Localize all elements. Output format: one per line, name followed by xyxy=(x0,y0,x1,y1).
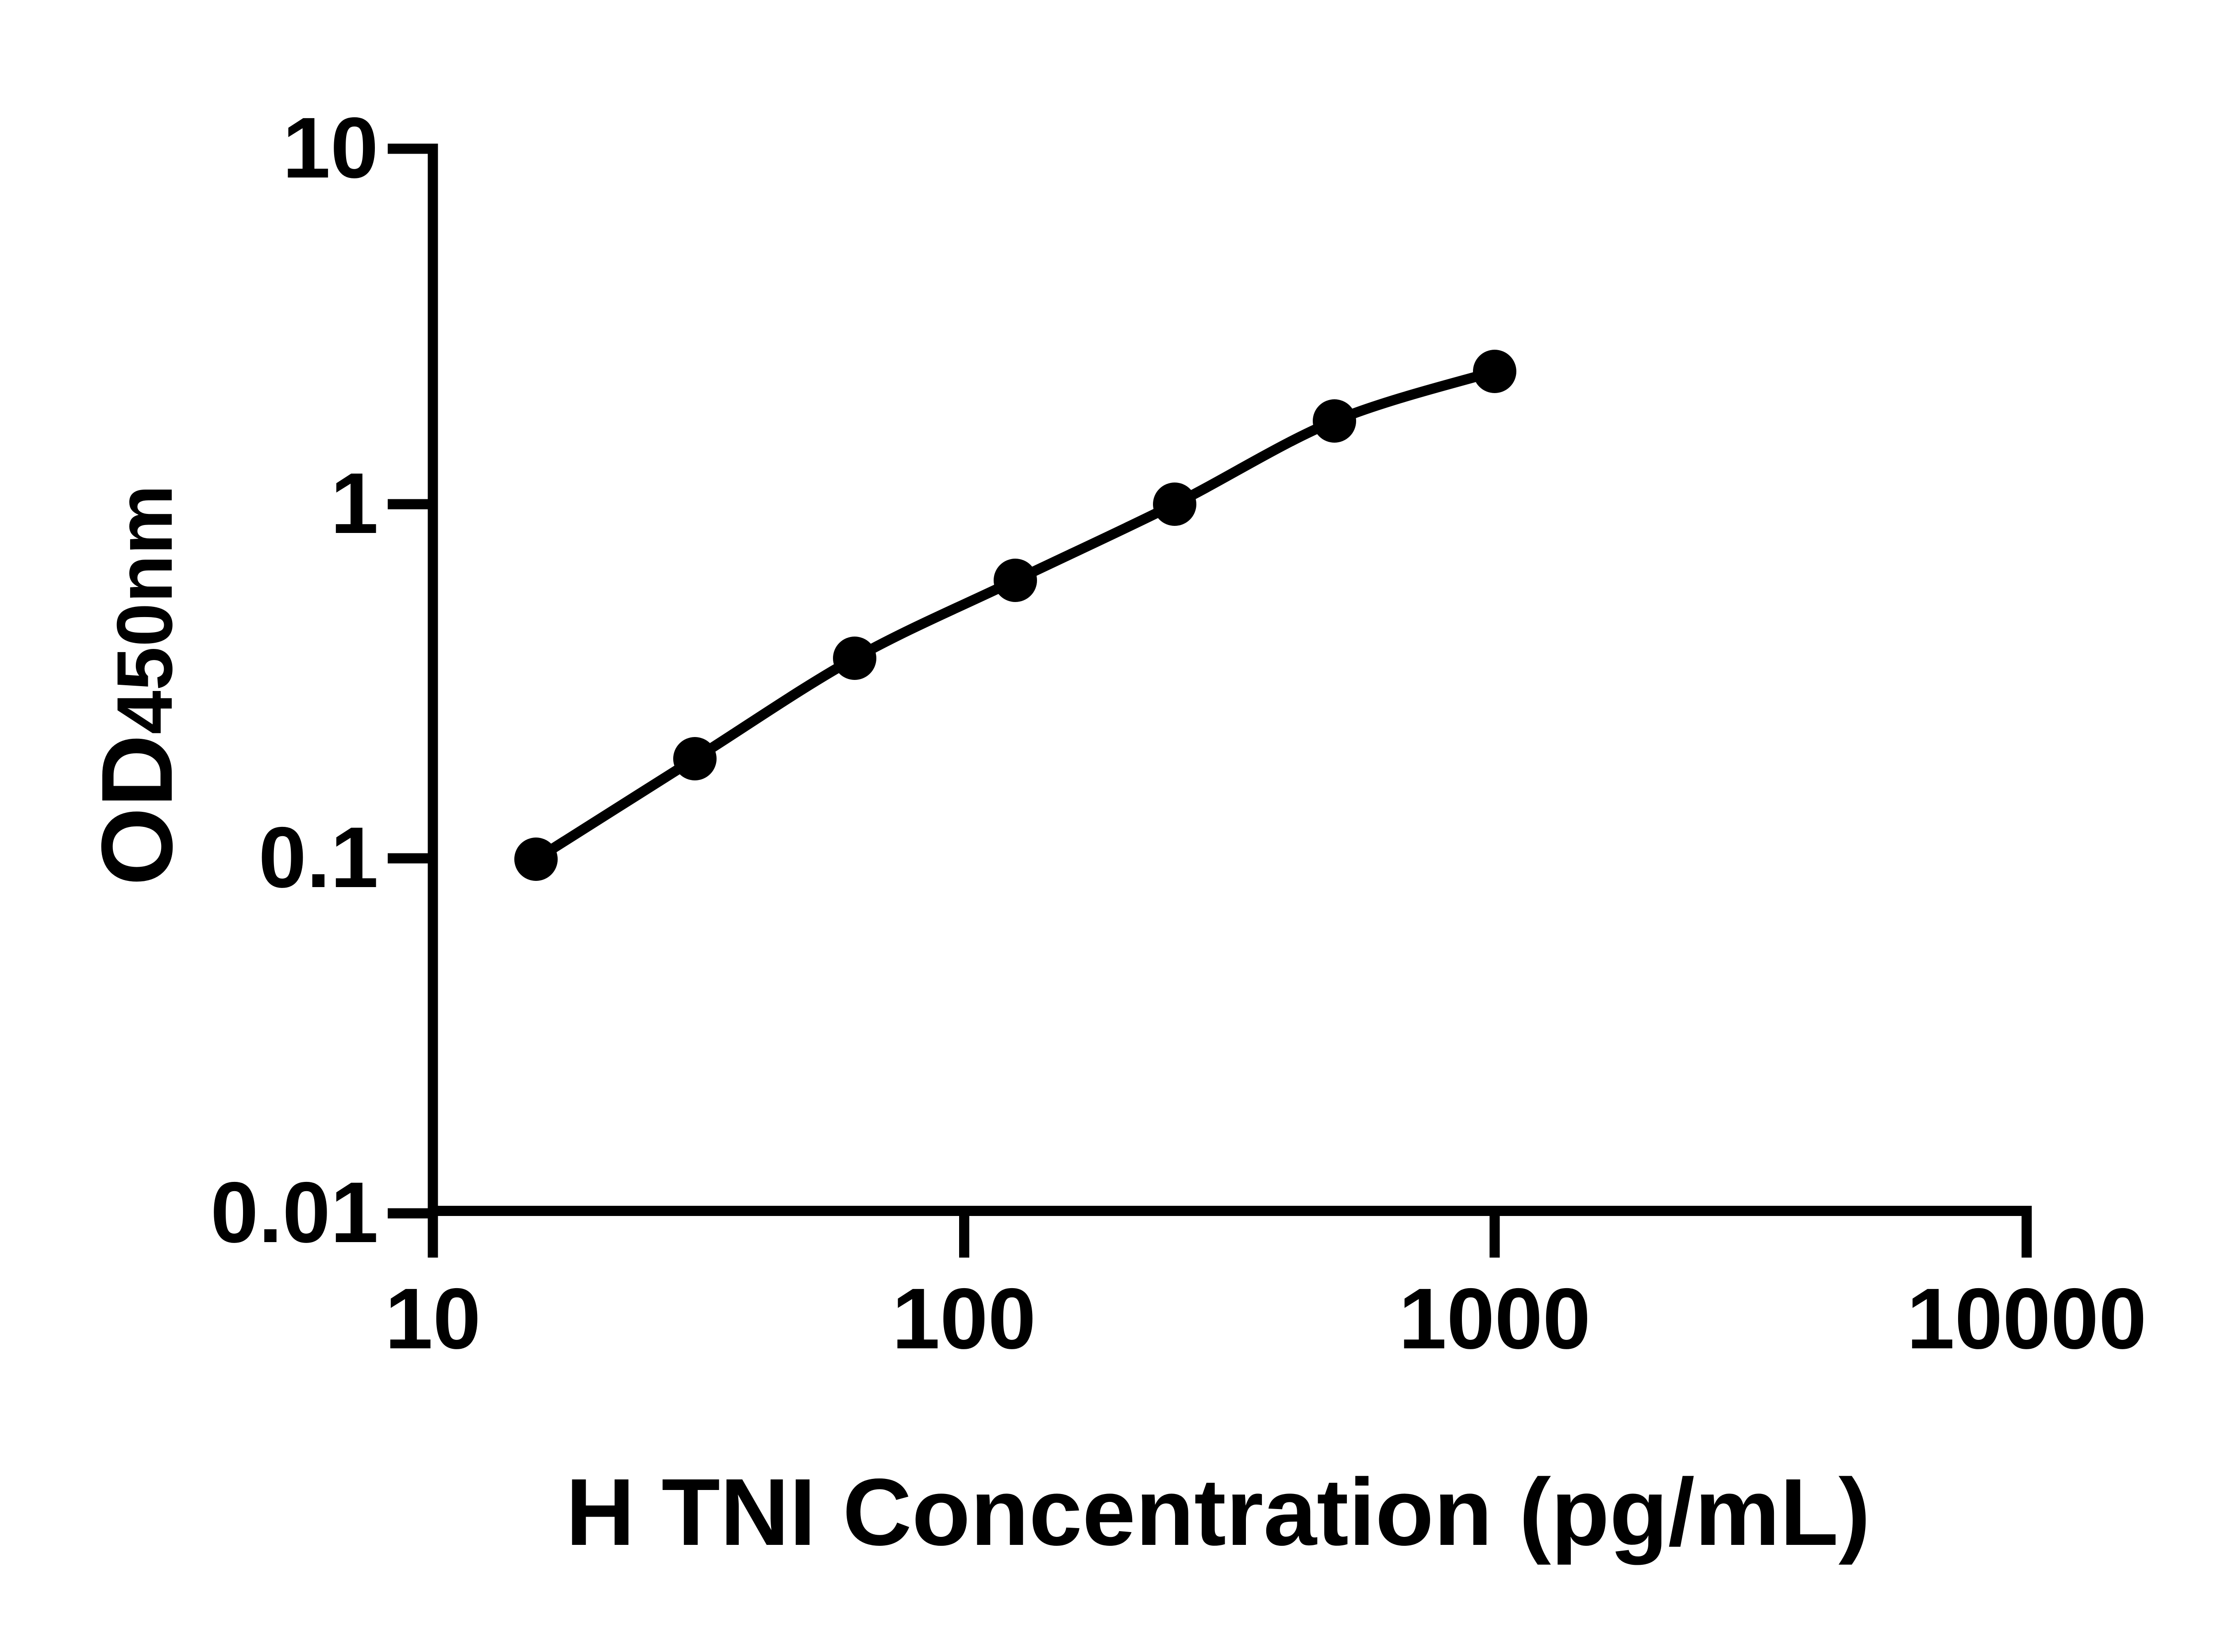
svg-text:10: 10 xyxy=(282,100,378,196)
svg-text:0.1: 0.1 xyxy=(258,809,378,906)
svg-text:1000: 1000 xyxy=(1399,1270,1591,1367)
svg-text:1: 1 xyxy=(331,455,378,552)
svg-text:100: 100 xyxy=(892,1270,1036,1367)
svg-text:10: 10 xyxy=(385,1270,481,1367)
svg-text:H TNI Concentration (pg/mL): H TNI Concentration (pg/mL) xyxy=(566,1459,1870,1565)
svg-text:10000: 10000 xyxy=(1907,1270,2147,1367)
svg-text:0.01: 0.01 xyxy=(210,1164,378,1261)
